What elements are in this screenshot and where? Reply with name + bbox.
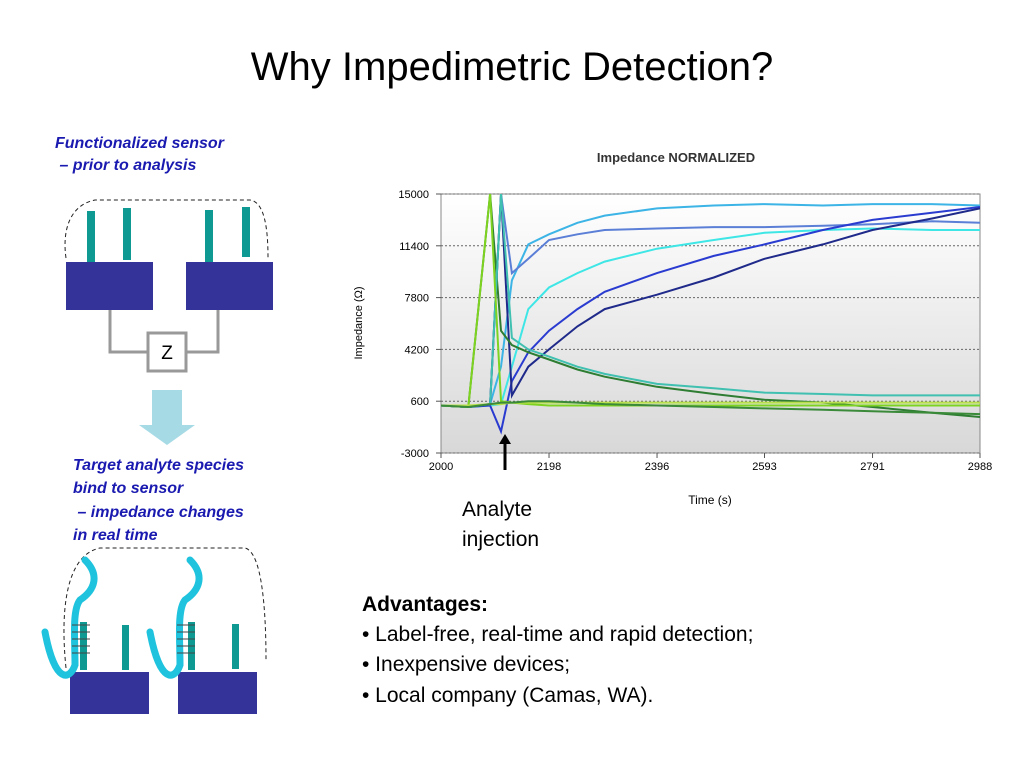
x-tick-label: 2198: [537, 461, 561, 473]
sensor-diagram-top: Z: [64, 199, 273, 445]
y-tick-label: 15000: [398, 189, 429, 201]
y-tick-label: 11400: [399, 241, 429, 253]
bullet: • Label-free, real-time and rapid detect…: [362, 623, 753, 646]
line: [441, 203, 980, 409]
plot-area: [440, 193, 981, 454]
annotation: injection: [462, 528, 539, 551]
z-label: Z: [161, 343, 173, 364]
y-axis-label: Impedance (Ω): [353, 286, 365, 359]
y-tick-label: 7800: [405, 293, 429, 305]
x-tick-label: 2988: [968, 461, 992, 473]
line: [441, 400, 980, 416]
caption-line: Target analyte species: [73, 457, 244, 474]
chart: Impedance NORMALIZED Time (s) Impedance …: [353, 150, 992, 507]
caption-line: bind to sensor: [73, 480, 184, 497]
sensor-diagram-bottom: [41, 547, 267, 714]
x-tick-label: 2000: [429, 461, 453, 473]
x-axis-label: Time (s): [688, 493, 732, 507]
annotation-arrowhead: [499, 434, 511, 444]
line: [441, 194, 980, 409]
series-group: [441, 194, 980, 435]
caption-line: Functionalized sensor: [55, 135, 225, 152]
caption-line: – impedance changes: [73, 504, 244, 521]
y-tick-label: 4200: [405, 344, 429, 356]
caption-line: in real time: [73, 527, 158, 544]
advantages-heading: Advantages:: [362, 593, 488, 616]
y-tick-label: 600: [411, 396, 429, 408]
x-tick-label: 2593: [752, 461, 776, 473]
bullet: • Inexpensive devices;: [362, 653, 570, 676]
y-tick-label: -3000: [401, 448, 429, 460]
line: [441, 206, 980, 435]
chart-title: Impedance NORMALIZED: [597, 150, 755, 165]
bullet: • Local company (Camas, WA).: [362, 684, 653, 707]
caption-line: – prior to analysis: [55, 157, 196, 174]
annotation: Analyte: [462, 498, 532, 521]
x-tick-label: 2396: [645, 461, 669, 473]
slide-title: Why Impedimetric Detection?: [251, 45, 773, 89]
x-tick-label: 2791: [860, 461, 884, 473]
